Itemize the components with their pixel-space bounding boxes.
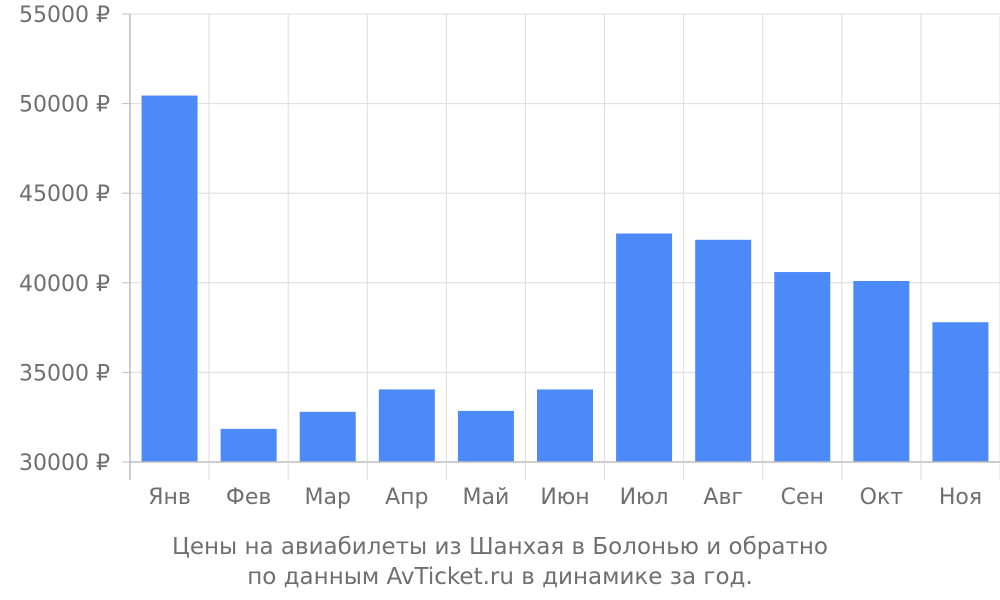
axes	[122, 13, 1000, 480]
bar	[220, 428, 277, 462]
bar	[457, 410, 514, 462]
bar	[932, 322, 989, 462]
bar	[537, 389, 593, 462]
grid-lines	[130, 13, 1000, 463]
x-tick-label: Ноя	[939, 485, 982, 510]
chart-caption-line-2: по данным AvTicket.ru в динамике за год.	[247, 564, 753, 590]
y-tick-label: 40000 ₽	[19, 272, 110, 297]
bars	[141, 95, 989, 462]
y-tick-label: 50000 ₽	[19, 93, 110, 118]
bar-chart: 30000 ₽ 35000 ₽ 40000 ₽ 45000 ₽ 50000 ₽ 55000…	[19, 3, 1000, 510]
x-tick-label: Май	[463, 485, 510, 510]
x-tick-label: Июн	[540, 485, 589, 510]
y-tick-label: 35000 ₽	[19, 361, 110, 386]
x-tick-label: Фев	[226, 485, 271, 510]
bar	[378, 389, 435, 462]
chart-caption-line-1: Цены на авиабилеты из Шанхая в Болонью и…	[171, 534, 829, 560]
x-tick-label: Янв	[148, 485, 191, 510]
bar	[616, 233, 673, 462]
bar	[695, 239, 752, 462]
bar	[299, 411, 356, 462]
x-axis-tick-labels: Янв Фев Мар Апр Май Июн Июл Авг Сен Окт Ноя	[148, 485, 982, 510]
x-tick-label: Авг	[703, 485, 743, 510]
bar	[141, 95, 198, 462]
y-tick-label: 45000 ₽	[19, 182, 110, 207]
bar	[774, 272, 831, 462]
bar	[853, 281, 910, 462]
x-tick-label: Сен	[781, 485, 824, 510]
x-tick-label: Апр	[385, 485, 428, 510]
x-tick-label: Июл	[620, 485, 669, 510]
x-tick-label: Окт	[860, 485, 904, 510]
x-tick-label: Мар	[305, 485, 351, 510]
y-tick-label: 30000 ₽	[19, 451, 110, 476]
y-tick-label: 55000 ₽	[19, 3, 110, 28]
y-axis-tick-labels: 30000 ₽ 35000 ₽ 40000 ₽ 45000 ₽ 50000 ₽ 55000…	[19, 3, 110, 476]
